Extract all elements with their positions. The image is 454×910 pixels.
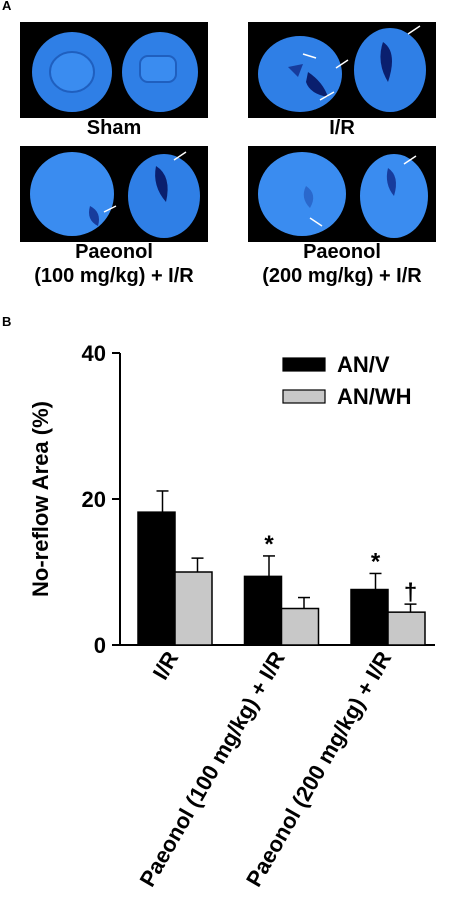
bar-1-1 bbox=[280, 607, 320, 646]
heart-slices-paeonol-200 bbox=[258, 152, 428, 238]
caption-sham: Sham bbox=[86, 117, 142, 139]
category-label: I/R bbox=[148, 647, 184, 684]
bar-1-0 bbox=[174, 571, 213, 646]
arrow-icon bbox=[302, 25, 421, 101]
y-tick-label: 0 bbox=[94, 633, 106, 658]
bar-0-2 bbox=[350, 588, 389, 646]
panel-b-letter: B bbox=[2, 314, 12, 329]
caption-paeonol-100: Paeonol (100 mg/kg) + I/R bbox=[20, 240, 208, 288]
legend-swatch bbox=[282, 389, 326, 404]
caption-paeonol-200-line2: (200 mg/kg) + I/R bbox=[262, 265, 422, 287]
caption-paeonol-200-line1: Paeonol bbox=[303, 241, 381, 263]
significance-marker: * bbox=[371, 548, 381, 575]
legend: AN/V AN/WH bbox=[282, 352, 412, 409]
caption-paeonol-100-line2: (100 mg/kg) + I/R bbox=[34, 265, 194, 287]
bar-1-2 bbox=[387, 611, 426, 646]
heart-slices-sham bbox=[32, 32, 198, 112]
significance-marker: * bbox=[264, 531, 274, 558]
bars bbox=[137, 490, 426, 646]
arrow-icon bbox=[309, 155, 417, 227]
bar-0-0 bbox=[137, 511, 176, 646]
photo-paeonol-100 bbox=[20, 146, 208, 242]
significance-marker: † bbox=[404, 579, 417, 606]
caption-paeonol-100-line1: Paeonol bbox=[75, 241, 153, 263]
photo-sham bbox=[20, 22, 208, 118]
arrow-icon bbox=[103, 151, 187, 213]
photo-ir bbox=[248, 22, 436, 118]
caption-ir: I/R bbox=[329, 117, 355, 139]
legend-label: AN/WH bbox=[337, 384, 412, 409]
y-tick-label: 40 bbox=[82, 341, 106, 366]
caption-paeonol-200: Paeonol (200 mg/kg) + I/R bbox=[248, 240, 436, 288]
y-axis-title: No-reflow Area (%) bbox=[28, 401, 53, 597]
legend-swatch bbox=[282, 357, 326, 372]
photo-paeonol-200 bbox=[248, 146, 436, 242]
heart-slices-ir bbox=[258, 25, 426, 112]
y-tick-label: 20 bbox=[82, 487, 106, 512]
heart-slices-paeonol-100 bbox=[30, 151, 200, 238]
bar-0-1 bbox=[243, 575, 283, 646]
panel-a-letter: A bbox=[2, 0, 12, 13]
legend-label: AN/V bbox=[337, 352, 390, 377]
